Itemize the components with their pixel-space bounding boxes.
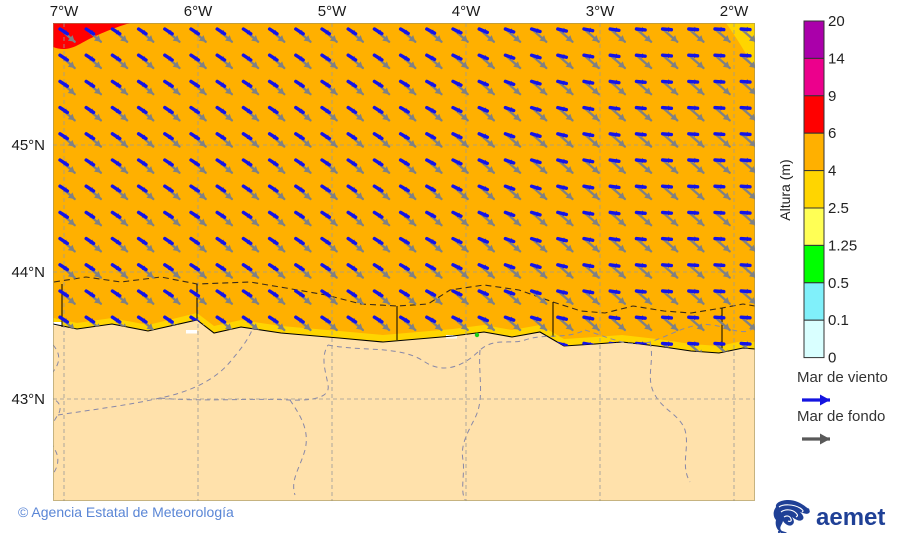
svg-text:3°W: 3°W — [586, 3, 615, 20]
svg-text:20: 20 — [828, 13, 845, 30]
svg-text:0.5: 0.5 — [828, 275, 849, 292]
svg-text:© Agencia Estatal de Meteorolo: © Agencia Estatal de Meteorología — [18, 504, 234, 520]
svg-text:7°W: 7°W — [50, 3, 79, 20]
svg-text:6: 6 — [828, 125, 836, 142]
svg-text:Mar de fondo: Mar de fondo — [797, 408, 885, 425]
svg-text:4°W: 4°W — [452, 3, 481, 20]
svg-text:Mar de viento: Mar de viento — [797, 369, 888, 386]
svg-text:44°N: 44°N — [11, 264, 45, 281]
svg-text:1.25: 1.25 — [828, 237, 857, 254]
svg-text:2.5: 2.5 — [828, 200, 849, 217]
svg-text:5°W: 5°W — [318, 3, 347, 20]
svg-text:4: 4 — [828, 163, 836, 180]
svg-text:0.1: 0.1 — [828, 312, 849, 329]
svg-text:aemet: aemet — [816, 504, 885, 531]
svg-text:Altura (m): Altura (m) — [777, 159, 793, 220]
svg-text:9: 9 — [828, 88, 836, 105]
svg-text:14: 14 — [828, 50, 845, 67]
svg-text:0: 0 — [828, 350, 836, 367]
svg-text:6°W: 6°W — [184, 3, 213, 20]
svg-text:43°N: 43°N — [11, 391, 45, 408]
svg-text:45°N: 45°N — [11, 137, 45, 154]
svg-text:2°W: 2°W — [720, 3, 749, 20]
